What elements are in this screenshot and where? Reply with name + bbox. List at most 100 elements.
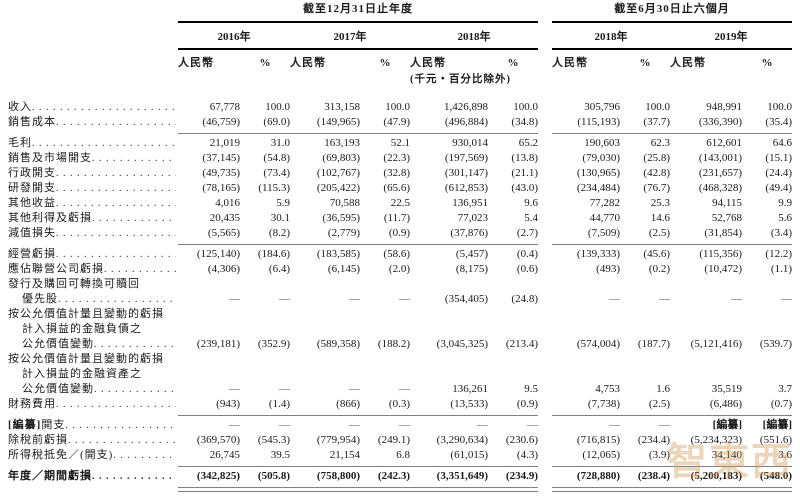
row-label: 銷售及市場開支 — [8, 151, 178, 166]
row-label-line: 行政開支 — [8, 166, 176, 181]
row-label: [編纂]開支 — [8, 418, 178, 433]
value-cell: (58.6) — [383, 248, 410, 260]
value-cell: (505.8) — [257, 470, 290, 482]
value-cell: — — [399, 383, 410, 395]
value-cell: 65.2 — [518, 137, 538, 149]
value-cell: (54.8) — [263, 152, 290, 164]
row-label-text: 應佔聯營公司虧損 — [8, 263, 104, 275]
row-label-text: 銷售成本 — [8, 116, 56, 128]
rule-segment — [742, 415, 792, 416]
dot-leader — [104, 262, 176, 277]
value-cell: (184.6) — [257, 248, 290, 260]
value-cell: 35,519 — [711, 383, 742, 395]
double-rule-segment — [410, 487, 488, 492]
row-label: 應佔聯營公司虧損 — [8, 262, 178, 277]
value-cell: 4,753 — [595, 383, 620, 395]
table-row: 銷售及市場開支 (37,145) (54.8) (69,803) (22.3) (197,… — [8, 151, 794, 166]
value-cell: (249.1) — [377, 434, 410, 446]
row-label: 毛利 — [8, 136, 178, 151]
row-label-line: 銷售及市場開支 — [8, 151, 176, 166]
value-cell: (493) — [596, 263, 620, 275]
table-row: 應佔聯營公司虧損 (4,306) (6.4) (6,145) (2.0) (8,175) (… — [8, 262, 794, 277]
rule-segment — [552, 415, 620, 416]
double-rule-segment — [488, 487, 538, 492]
row-label-line: 其他收益 — [8, 196, 176, 211]
subtotal-rule-row — [8, 415, 794, 416]
value-cell: (0.3) — [388, 398, 410, 410]
value-cell: (78,165) — [202, 182, 240, 194]
row-label: 減值損失 — [8, 226, 178, 241]
value-cell: (2.5) — [648, 398, 670, 410]
value-cell: (49.4) — [765, 182, 792, 194]
value-cell: (43.0) — [511, 182, 538, 194]
rule-segment — [178, 133, 240, 134]
value-cell: 94,115 — [712, 197, 742, 209]
value-cell: (6.4) — [268, 263, 290, 275]
value-cell: (612,853) — [444, 182, 488, 194]
value-cell: 930,014 — [452, 137, 488, 149]
subtotal-rule-row — [8, 466, 794, 467]
value-cell: (3,045,325) — [436, 338, 488, 350]
value-cell: — — [279, 293, 290, 305]
row-label-line: 經營虧損 — [8, 247, 176, 262]
row-label-text: 計入損益的金融資產之 — [22, 368, 142, 380]
value-cell: (2,779) — [327, 227, 360, 239]
subheader-currency-1: 人民幣 — [290, 57, 326, 69]
rule-segment — [670, 415, 742, 416]
value-cell: — — [229, 419, 240, 431]
value-cell: (5,457) — [455, 248, 488, 260]
value-cell: — — [609, 419, 620, 431]
row-label-text: 年度／期間虧損 — [8, 470, 92, 482]
table-group-header-row: 截至12月31日止年度 截至6月30日止六個月 — [8, 2, 794, 23]
row-label: 銷售成本 — [8, 115, 178, 130]
value-cell: (716,815) — [576, 434, 620, 446]
year-header-4: 2019年 — [670, 30, 792, 50]
subheader-currency-3: 人民幣 — [552, 57, 588, 69]
row-label-line: 研發開支 — [8, 181, 176, 196]
double-rule-segment — [360, 487, 410, 492]
value-cell: (49,735) — [202, 167, 240, 179]
value-cell: (11.7) — [383, 212, 410, 224]
value-cell: (369,570) — [196, 434, 240, 446]
value-cell: (238.4) — [637, 470, 670, 482]
value-cell: — — [527, 419, 538, 431]
value-cell: (234.4) — [637, 434, 670, 446]
dot-leader — [92, 469, 176, 484]
value-cell: 25.3 — [650, 197, 670, 209]
rule-segment — [178, 244, 240, 245]
year-header-1: 2017年 — [290, 30, 410, 50]
value-cell: (115,193) — [577, 116, 620, 128]
value-cell: (187.7) — [637, 338, 670, 350]
value-cell: — — [229, 293, 240, 305]
table-unit-note-row: (千元・百分比除外) — [8, 72, 794, 87]
value-cell: (239,181) — [196, 338, 240, 350]
row-label: 年度／期間虧損 — [8, 469, 178, 484]
subheader-percent-0: % — [259, 57, 271, 69]
row-label-text: 其他利得及虧損 — [8, 212, 92, 224]
value-cell: (866) — [336, 398, 360, 410]
dot-leader — [58, 292, 176, 307]
value-cell: — — [477, 419, 488, 431]
row-label: 收入 — [8, 100, 178, 115]
value-cell: (3.4) — [770, 227, 792, 239]
value-cell: 5.6 — [778, 212, 792, 224]
value-cell: 20,435 — [209, 212, 240, 224]
value-cell: — — [781, 293, 792, 305]
value-cell: (22.3) — [383, 152, 410, 164]
value-cell: (3,290,634) — [436, 434, 488, 446]
value-cell: — — [609, 293, 620, 305]
row-label-line: 公允價值變動 — [8, 382, 176, 397]
value-cell: (0.9) — [388, 227, 410, 239]
table-row: 銷售成本 (46,759) (69.0) (149,965) (47.9) (496,88… — [8, 115, 794, 130]
dot-leader — [56, 181, 176, 196]
value-cell: (551.6) — [759, 434, 792, 446]
value-cell: (115,356) — [699, 248, 742, 260]
rule-segment — [670, 133, 742, 134]
value-cell: (35.4) — [765, 116, 792, 128]
value-cell: (548.0) — [759, 470, 792, 482]
row-label-text: 經營虧損 — [8, 248, 56, 260]
row-label-text: 按公允價值計量且變動的虧損 — [8, 308, 164, 320]
value-cell: — — [229, 383, 240, 395]
value-cell: 948,991 — [706, 101, 742, 113]
row-label-text: [編纂]開支 — [8, 419, 66, 431]
